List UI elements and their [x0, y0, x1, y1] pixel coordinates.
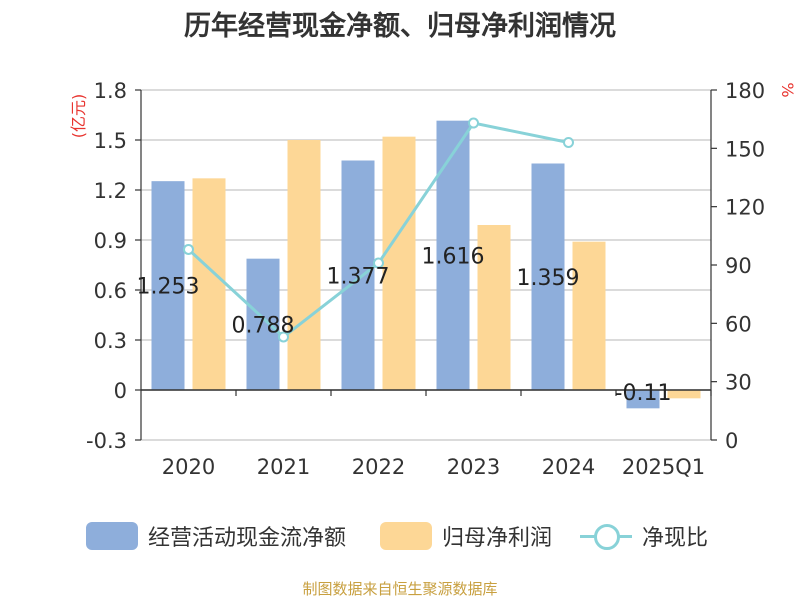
ratio-point	[563, 137, 574, 148]
bar-profit	[382, 136, 416, 390]
left-tick-label: 0.6	[94, 279, 127, 303]
legend-swatch-profit	[380, 522, 432, 550]
bar-ocf	[341, 160, 375, 390]
ratio-point	[373, 257, 384, 269]
bar-ocf	[626, 390, 660, 409]
legend-swatch-ocf	[86, 522, 138, 550]
right-tick-label: 90	[725, 254, 752, 278]
bar-profit	[192, 178, 226, 390]
right-tick-label: 120	[725, 196, 765, 220]
ratio-line-path	[187, 121, 569, 339]
data-label-ocf: 1.377	[327, 264, 390, 289]
right-tick-label: 180	[725, 79, 765, 103]
bar-ocf	[151, 181, 185, 390]
bar-profit	[667, 390, 701, 399]
bar-profit	[572, 241, 606, 390]
right-tick-label: 150	[725, 137, 765, 161]
x-tick-label: 2024	[542, 455, 595, 479]
ratio-line	[183, 117, 574, 343]
chart-title: 历年经营现金净额、归母净利润情况	[184, 11, 616, 42]
left-tick-label: 0	[114, 379, 127, 403]
bars	[151, 120, 701, 409]
source-note: 制图数据来自恒生聚源数据库	[302, 580, 498, 598]
bar-profit	[287, 140, 321, 390]
left-tick-label: -0.3	[86, 429, 127, 453]
legend-line-ratio	[580, 522, 632, 550]
legend-label-ratio: 净现比	[642, 526, 709, 551]
right-tick-label: 60	[725, 312, 752, 336]
legend: 经营活动现金流净额 归母净利润 净现比	[0, 516, 800, 556]
x-tick-label: 2020	[162, 455, 215, 479]
bar-profit	[477, 225, 511, 390]
legend-label-profit: 归母净利润	[442, 526, 553, 551]
right-tick-label: 0	[725, 429, 738, 453]
left-tick-label: 0.9	[94, 229, 127, 253]
left-tick-label: 0.3	[94, 329, 127, 353]
x-tick-label: 2023	[447, 455, 500, 479]
right-tick-label: 30	[725, 371, 752, 395]
x-tick-label: 2022	[352, 455, 405, 479]
data-label-ocf: 1.616	[422, 244, 485, 269]
data-label-ocf: -0.11	[615, 381, 672, 406]
bar-ocf	[531, 163, 565, 390]
data-labels: 1.253 0.788 1.377 1.616 1.359 -0.11	[137, 244, 672, 406]
x-tick-label: 2025Q1	[622, 455, 705, 479]
left-tick-label: 1.5	[94, 129, 127, 153]
legend-label-ocf: 经营活动现金流净额	[148, 526, 347, 551]
bar-ocf	[246, 258, 280, 390]
left-tick-label: 1.8	[94, 79, 127, 103]
ratio-point	[468, 117, 479, 129]
ratio-point	[183, 243, 194, 255]
right-axis-unit: %	[778, 82, 797, 97]
legend-item-ocf[interactable]: 经营活动现金流净额	[86, 516, 346, 556]
x-tick-label: 2021	[257, 455, 310, 479]
legend-item-ratio[interactable]: 净现比	[580, 516, 708, 556]
legend-item-profit[interactable]: 归母净利润	[380, 516, 552, 556]
ratio-point	[278, 331, 289, 343]
data-label-ocf: 1.253	[137, 275, 200, 300]
bar-ocf	[436, 120, 470, 391]
left-tick-label: 1.2	[94, 179, 127, 203]
data-label-ocf: 1.359	[517, 266, 580, 291]
data-label-ocf: 0.788	[232, 313, 295, 338]
axes: 1.81.51.20.90.60.30-0.318015012090603002…	[86, 79, 765, 479]
left-axis-unit: (亿元)	[69, 94, 88, 139]
